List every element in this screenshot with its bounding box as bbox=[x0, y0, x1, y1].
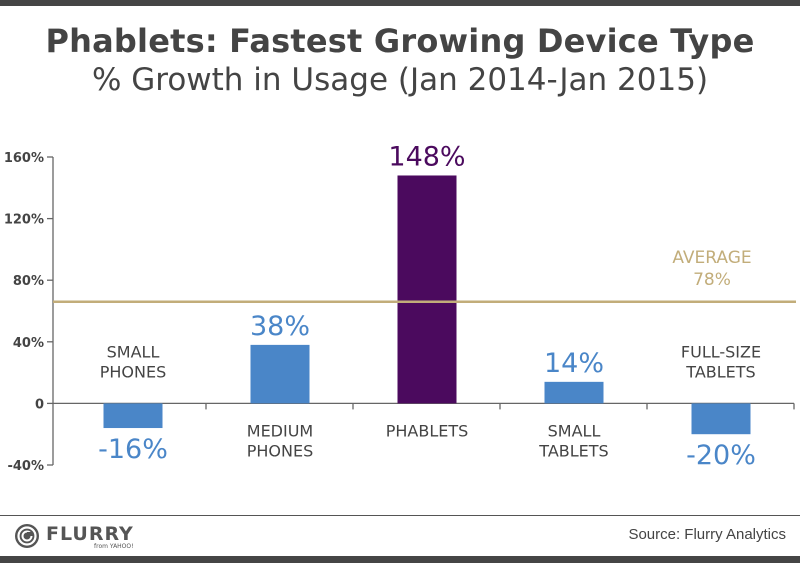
bar-value-label: 148% bbox=[388, 141, 465, 172]
category-label: FULL-SIZE bbox=[681, 342, 761, 361]
bar bbox=[250, 344, 310, 404]
chart-subtitle: % Growth in Usage (Jan 2014-Jan 2015) bbox=[91, 62, 709, 98]
bar-chart: 160%120%80%40%0-40%AVERAGE78%-16%SMALLPH… bbox=[4, 141, 796, 474]
y-tick-label: -40% bbox=[7, 459, 44, 474]
category-label: MEDIUM bbox=[247, 421, 313, 440]
top-band bbox=[0, 0, 800, 6]
bar bbox=[103, 403, 163, 429]
bar-value-label: 14% bbox=[544, 348, 604, 379]
category-label: PHONES bbox=[247, 441, 314, 460]
bar bbox=[691, 403, 751, 435]
category-label: PHABLETS bbox=[386, 421, 469, 440]
flurry-logo: FLURRY from YAHOO! bbox=[14, 521, 134, 551]
category-label: TABLETS bbox=[538, 441, 608, 460]
category-label: SMALL bbox=[107, 342, 160, 361]
bar-value-label: -20% bbox=[686, 440, 756, 471]
y-tick-label: 160% bbox=[4, 151, 44, 166]
bar-value-label: 38% bbox=[250, 311, 310, 342]
y-tick-label: 0 bbox=[35, 397, 44, 412]
y-tick-label: 40% bbox=[13, 336, 44, 351]
bar-value-label: -16% bbox=[98, 434, 168, 465]
source-note: Source: Flurry Analytics bbox=[628, 526, 786, 543]
category-label: TABLETS bbox=[685, 362, 755, 381]
flurry-logo-icon bbox=[15, 524, 39, 548]
y-tick-label: 120% bbox=[4, 213, 44, 228]
bar bbox=[544, 381, 604, 404]
brand-name: FLURRY bbox=[46, 522, 134, 545]
footer-divider bbox=[0, 515, 800, 516]
chart-title: Phablets: Fastest Growing Device Type bbox=[45, 22, 755, 60]
brand-subtitle: from YAHOO! bbox=[94, 543, 134, 550]
y-tick-label: 80% bbox=[13, 274, 44, 289]
bottom-band bbox=[0, 556, 800, 563]
category-label: SMALL bbox=[548, 421, 601, 440]
bar bbox=[397, 175, 457, 404]
average-label: AVERAGE bbox=[672, 248, 751, 268]
average-value-label: 78% bbox=[693, 270, 731, 290]
category-label: PHONES bbox=[100, 362, 167, 381]
